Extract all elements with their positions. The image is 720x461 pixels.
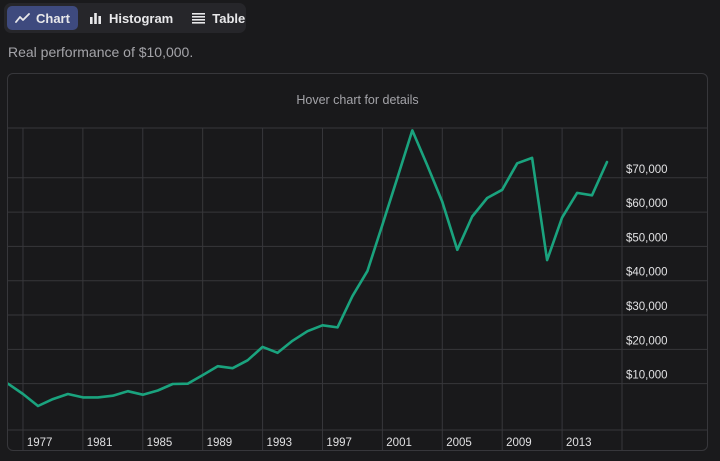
y-tick-label: $70,000	[626, 164, 668, 176]
data-point	[35, 403, 41, 409]
data-point	[334, 324, 340, 330]
data-point	[65, 391, 71, 397]
data-point	[170, 381, 176, 387]
tab-chart-label: Chart	[36, 10, 70, 26]
hover-hint: Hover chart for details	[296, 93, 419, 107]
tab-histogram[interactable]: Histogram	[80, 6, 181, 30]
data-point	[260, 344, 266, 350]
data-point	[349, 293, 355, 299]
y-tick-label: $60,000	[626, 198, 668, 210]
x-tick-label: 2005	[446, 437, 472, 449]
bar-chart-icon	[88, 12, 103, 24]
y-tick-label: $40,000	[626, 267, 668, 279]
data-point	[50, 396, 56, 402]
data-point	[275, 350, 281, 356]
data-point	[319, 322, 325, 328]
line-chart-icon	[15, 12, 30, 24]
data-point	[125, 388, 131, 394]
chart-panel[interactable]: Hover chart for details $10,000 $20,000 $3…	[7, 73, 708, 451]
x-tick-label: 1997	[326, 437, 352, 449]
data-point	[245, 357, 251, 363]
performance-line-chart[interactable]: $10,000 $20,000 $30,000 $40,000 $50,000 $60,0…	[8, 74, 708, 451]
y-tick-label: $50,000	[626, 232, 668, 244]
data-point	[514, 160, 520, 166]
view-tabs: Chart Histogram Table	[4, 3, 246, 33]
data-point	[544, 257, 550, 263]
data-point	[215, 363, 221, 369]
data-point	[499, 187, 505, 193]
data-point	[20, 391, 26, 397]
data-point	[484, 195, 490, 201]
y-tick-label: $30,000	[626, 301, 668, 313]
data-point	[185, 381, 191, 387]
y-tick-label: $10,000	[626, 370, 668, 382]
x-tick-label: 1993	[266, 437, 292, 449]
series-line	[8, 129, 609, 408]
data-point	[379, 222, 385, 228]
data-point	[439, 199, 445, 205]
x-tick-label: 1985	[147, 437, 173, 449]
tab-histogram-label: Histogram	[108, 10, 174, 26]
data-point	[290, 338, 296, 344]
data-point	[574, 190, 580, 196]
y-tick-label: $20,000	[626, 335, 668, 347]
data-point	[80, 394, 86, 400]
table-list-icon	[191, 12, 206, 24]
data-point	[155, 388, 161, 394]
tab-chart[interactable]: Chart	[7, 6, 78, 30]
data-point	[589, 192, 595, 198]
data-point	[469, 214, 475, 220]
x-tick-label: 1989	[207, 437, 233, 449]
data-point	[200, 372, 206, 378]
data-point	[364, 268, 370, 274]
data-point	[454, 247, 460, 253]
data-point	[559, 215, 565, 221]
x-tick-label: 1977	[27, 437, 53, 449]
x-tick-label: 2001	[386, 437, 412, 449]
tab-table[interactable]: Table	[183, 6, 253, 30]
x-tick-label: 2009	[506, 437, 532, 449]
tab-table-label: Table	[212, 10, 246, 26]
x-tick-label: 2013	[566, 437, 592, 449]
data-point	[140, 392, 146, 398]
data-point	[305, 328, 311, 334]
x-tick-label: 1981	[87, 437, 113, 449]
data-point	[604, 159, 610, 165]
data-point	[230, 365, 236, 371]
data-point	[409, 127, 415, 133]
data-point	[394, 175, 400, 181]
data-point	[529, 155, 535, 161]
data-point	[95, 394, 101, 400]
data-point	[110, 393, 116, 399]
chart-subtitle: Real performance of $10,000.	[8, 44, 194, 60]
data-point	[424, 162, 430, 168]
